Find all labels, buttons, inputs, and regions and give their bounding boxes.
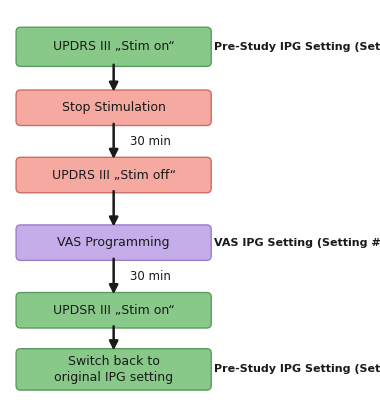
Text: 30 min: 30 min xyxy=(130,135,171,148)
FancyBboxPatch shape xyxy=(16,157,211,193)
FancyBboxPatch shape xyxy=(16,349,211,390)
Text: Pre-Study IPG Setting (Setting #1): Pre-Study IPG Setting (Setting #1) xyxy=(214,42,380,52)
Text: UPDSR III „Stim on“: UPDSR III „Stim on“ xyxy=(53,304,174,317)
Text: Switch back to
original IPG setting: Switch back to original IPG setting xyxy=(54,355,173,384)
FancyBboxPatch shape xyxy=(16,27,211,66)
FancyBboxPatch shape xyxy=(16,90,211,126)
Text: Pre-Study IPG Setting (Setting #1): Pre-Study IPG Setting (Setting #1) xyxy=(214,364,380,374)
Text: UPDRS III „Stim on“: UPDRS III „Stim on“ xyxy=(53,40,174,53)
FancyBboxPatch shape xyxy=(16,225,211,260)
Text: 30 min: 30 min xyxy=(130,270,171,283)
Text: VAS IPG Setting (Setting #2): VAS IPG Setting (Setting #2) xyxy=(214,238,380,248)
Text: Stop Stimulation: Stop Stimulation xyxy=(62,101,166,114)
Text: VAS Programming: VAS Programming xyxy=(57,236,170,249)
FancyBboxPatch shape xyxy=(16,292,211,328)
Text: UPDRS III „Stim off“: UPDRS III „Stim off“ xyxy=(52,168,176,182)
